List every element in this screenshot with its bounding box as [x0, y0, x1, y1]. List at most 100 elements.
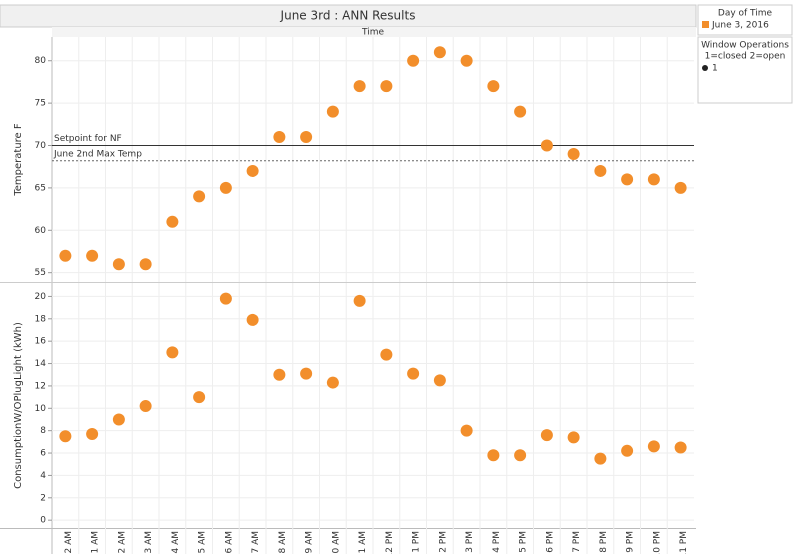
x-tick-label: 11 PM — [679, 531, 689, 554]
y-tick-label: 60 — [35, 226, 47, 236]
background — [0, 0, 696, 554]
dot — [112, 413, 125, 426]
dot — [380, 348, 393, 361]
dot — [246, 164, 259, 177]
dot — [273, 131, 286, 144]
dot — [621, 173, 634, 186]
dot — [353, 294, 366, 307]
dot — [59, 430, 72, 443]
y-axis-label: ConsumptionW/OPlugLight (kWh) — [13, 322, 24, 489]
reference-label: Setpoint for NF — [54, 134, 122, 144]
y-tick-label: 16 — [35, 337, 47, 347]
x-tick-label: 7 AM — [251, 531, 261, 554]
x-tick-label: 12 PM — [385, 531, 395, 554]
shape-legend-dot — [702, 65, 708, 71]
y-tick-label: 14 — [35, 359, 47, 369]
y-tick-label: 20 — [35, 292, 47, 302]
dot — [273, 368, 286, 381]
legend-swatch — [702, 21, 709, 28]
dot — [219, 181, 232, 194]
x-tick-label: 12 AM — [64, 531, 74, 554]
dot — [407, 54, 420, 67]
chart-title: June 3rd : ANN Results — [280, 9, 416, 23]
legend-title: Day of Time — [718, 9, 773, 19]
x-tick-label: 2 AM — [117, 531, 127, 554]
legend-item: June 3, 2016 — [711, 21, 769, 31]
y-tick-label: 18 — [35, 314, 47, 324]
x-tick-label: 8 AM — [278, 531, 288, 554]
x-tick-label: 1 PM — [412, 531, 422, 553]
dot — [300, 131, 313, 144]
y-tick-label: 12 — [35, 381, 46, 391]
x-tick-label: 4 AM — [171, 531, 181, 554]
dot — [621, 444, 634, 457]
x-tick-label: 10 AM — [331, 531, 341, 554]
dot — [567, 147, 580, 160]
x-tick-label: 6 PM — [545, 531, 555, 553]
dot — [540, 429, 553, 442]
dot — [514, 105, 527, 118]
x-tick-label: 10 PM — [652, 531, 662, 554]
dot — [433, 46, 446, 59]
dot — [540, 139, 553, 152]
dot — [166, 215, 179, 228]
dot — [219, 292, 232, 305]
dot — [112, 258, 125, 271]
x-tick-label: 7 PM — [572, 531, 582, 553]
dot — [300, 367, 313, 380]
x-tick-label: 4 PM — [492, 531, 502, 553]
dot — [139, 400, 152, 413]
shape-legend-item: 1 — [712, 64, 718, 74]
dot — [433, 374, 446, 387]
x-tick-label: 1 AM — [91, 531, 101, 554]
x-tick-label: 11 AM — [358, 531, 368, 554]
x-tick-label: 2 PM — [438, 531, 448, 553]
reference-label: June 2nd Max Temp — [53, 149, 142, 159]
y-tick-label: 4 — [40, 471, 46, 481]
x-tick-label: 8 PM — [599, 531, 609, 553]
y-tick-label: 6 — [40, 449, 46, 459]
y-tick-label: 0 — [40, 516, 46, 526]
shape-legend-title: Window Operations — [701, 41, 789, 51]
dot — [567, 431, 580, 444]
dot — [674, 181, 687, 194]
header-bar — [52, 27, 696, 37]
y-tick-label: 70 — [35, 141, 47, 151]
dot — [647, 440, 660, 453]
dot — [166, 346, 179, 359]
legend-box — [697, 4, 793, 36]
y-tick-label: 2 — [40, 493, 46, 503]
dot — [460, 424, 473, 437]
y-tick-label: 65 — [35, 183, 46, 193]
shape-legend-subtitle: 1=closed 2=open — [705, 52, 786, 62]
dot — [326, 376, 339, 389]
dot — [674, 441, 687, 454]
x-tick-label: 5 AM — [198, 531, 208, 554]
dot — [594, 164, 607, 177]
x-tick-label: 6 AM — [224, 531, 234, 554]
dot — [86, 249, 99, 262]
dot — [246, 313, 259, 326]
dot — [460, 54, 473, 67]
y-tick-label: 80 — [35, 56, 47, 66]
x-tick-label: 3 PM — [465, 531, 475, 553]
y-tick-label: 55 — [35, 268, 46, 278]
dot — [353, 80, 366, 93]
x-header: Time — [361, 28, 384, 38]
y-tick-label: 8 — [40, 426, 46, 436]
dot — [193, 391, 206, 404]
dot — [594, 452, 607, 465]
y-tick-label: 10 — [35, 404, 47, 414]
dot — [193, 190, 206, 203]
dot — [86, 428, 99, 441]
x-tick-label: 9 PM — [626, 531, 636, 553]
y-axis-label: Temperature F — [13, 123, 24, 197]
dot — [139, 258, 152, 271]
dot — [487, 80, 500, 93]
dot — [514, 449, 527, 462]
dot — [647, 173, 660, 186]
dot — [59, 249, 72, 262]
x-tick-label: 5 PM — [519, 531, 529, 553]
x-tick-label: 9 AM — [305, 531, 315, 554]
